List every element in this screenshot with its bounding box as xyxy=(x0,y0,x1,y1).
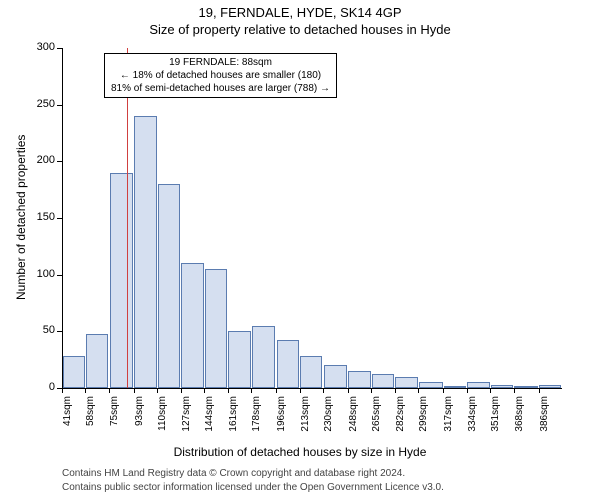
x-tick xyxy=(251,388,252,393)
x-tick xyxy=(228,388,229,393)
x-tick xyxy=(157,388,158,393)
x-tick-label: 317sqm xyxy=(443,396,454,446)
histogram-bar xyxy=(205,269,227,388)
x-tick xyxy=(181,388,182,393)
histogram-bar xyxy=(300,356,322,388)
x-tick-label: 93sqm xyxy=(134,396,145,446)
x-tick xyxy=(323,388,324,393)
histogram-bar xyxy=(539,385,561,388)
x-tick xyxy=(204,388,205,393)
chart-title-line1: 19, FERNDALE, HYDE, SK14 4GP xyxy=(0,5,600,20)
x-tick-label: 178sqm xyxy=(251,396,262,446)
x-tick xyxy=(85,388,86,393)
histogram-bar xyxy=(444,386,466,388)
histogram-bar xyxy=(63,356,85,388)
x-tick xyxy=(418,388,419,393)
y-tick xyxy=(57,105,62,106)
x-tick xyxy=(395,388,396,393)
x-tick xyxy=(539,388,540,393)
y-tick-label: 0 xyxy=(25,381,55,393)
y-axis xyxy=(62,48,63,388)
histogram-bar xyxy=(158,184,180,388)
x-tick xyxy=(490,388,491,393)
histogram-bar xyxy=(228,331,250,388)
y-tick-label: 150 xyxy=(25,211,55,223)
x-tick xyxy=(276,388,277,393)
histogram-bar xyxy=(134,116,156,388)
annotation-box: 19 FERNDALE: 88sqm ← 18% of detached hou… xyxy=(104,53,337,98)
histogram-bar xyxy=(348,371,370,388)
annotation-line2: ← 18% of detached houses are smaller (18… xyxy=(111,69,330,82)
x-tick-label: 58sqm xyxy=(85,396,96,446)
attribution-line2: Contains public sector information licen… xyxy=(62,482,444,493)
x-tick-label: 230sqm xyxy=(323,396,334,446)
x-tick-label: 351sqm xyxy=(490,396,501,446)
y-tick xyxy=(57,275,62,276)
histogram-bar xyxy=(324,365,348,388)
x-tick xyxy=(348,388,349,393)
x-tick-label: 196sqm xyxy=(276,396,287,446)
attribution-line1: Contains HM Land Registry data © Crown c… xyxy=(62,468,405,479)
histogram-bar xyxy=(86,334,108,388)
y-tick-label: 200 xyxy=(25,154,55,166)
x-tick xyxy=(134,388,135,393)
histogram-bar xyxy=(252,326,276,388)
histogram-bar xyxy=(277,340,299,388)
histogram-bar xyxy=(181,263,203,388)
plot-area: 05010015020025030041sqm58sqm75sqm93sqm11… xyxy=(62,48,562,388)
x-tick-label: 161sqm xyxy=(228,396,239,446)
annotation-line3: 81% of semi-detached houses are larger (… xyxy=(111,82,330,95)
histogram-bar xyxy=(419,382,443,388)
x-tick-label: 144sqm xyxy=(204,396,215,446)
histogram-bar xyxy=(467,382,489,388)
x-axis-label: Distribution of detached houses by size … xyxy=(0,445,600,459)
histogram-bar xyxy=(514,386,538,388)
histogram-bar xyxy=(491,385,513,388)
x-tick xyxy=(443,388,444,393)
y-tick-label: 250 xyxy=(25,98,55,110)
y-tick xyxy=(57,218,62,219)
reference-line xyxy=(127,48,128,388)
x-tick-label: 248sqm xyxy=(348,396,359,446)
x-tick-label: 282sqm xyxy=(395,396,406,446)
x-axis xyxy=(62,388,562,389)
histogram-bar xyxy=(372,374,394,388)
y-tick-label: 300 xyxy=(25,41,55,53)
x-tick xyxy=(109,388,110,393)
x-tick-label: 334sqm xyxy=(467,396,478,446)
y-tick-label: 50 xyxy=(25,324,55,336)
histogram-bar xyxy=(110,173,134,388)
x-tick-label: 368sqm xyxy=(514,396,525,446)
x-tick-label: 75sqm xyxy=(109,396,120,446)
y-tick xyxy=(57,161,62,162)
x-tick xyxy=(62,388,63,393)
x-tick xyxy=(371,388,372,393)
x-tick-label: 41sqm xyxy=(62,396,73,446)
x-tick-label: 386sqm xyxy=(539,396,550,446)
y-tick xyxy=(57,48,62,49)
chart-title-line2: Size of property relative to detached ho… xyxy=(0,22,600,37)
x-tick-label: 213sqm xyxy=(300,396,311,446)
x-tick-label: 265sqm xyxy=(371,396,382,446)
y-tick-label: 100 xyxy=(25,268,55,280)
x-tick xyxy=(514,388,515,393)
x-tick-label: 110sqm xyxy=(157,396,168,446)
y-tick xyxy=(57,331,62,332)
histogram-bar xyxy=(395,377,417,388)
annotation-line1: 19 FERNDALE: 88sqm xyxy=(111,56,330,69)
x-tick xyxy=(300,388,301,393)
x-tick xyxy=(467,388,468,393)
x-tick-label: 127sqm xyxy=(181,396,192,446)
x-tick-label: 299sqm xyxy=(418,396,429,446)
